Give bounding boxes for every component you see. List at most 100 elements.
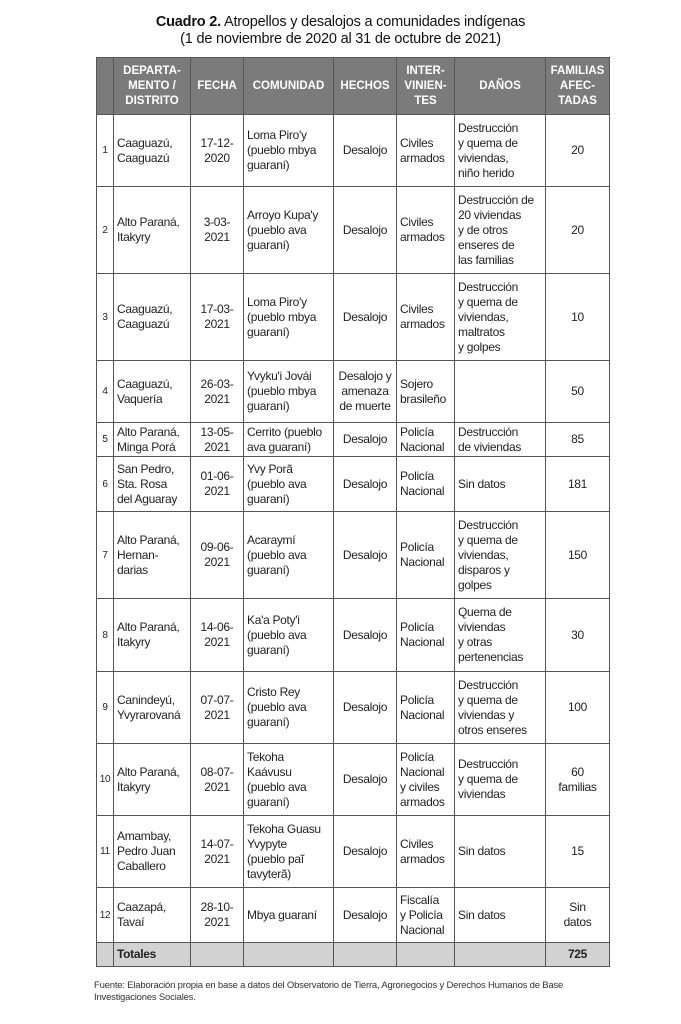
total-fecha <box>190 942 244 967</box>
cell-fecha: 28-10- 2021 <box>190 887 244 943</box>
cell-row-number: 11 <box>96 815 114 888</box>
cell-row-number: 7 <box>96 511 114 599</box>
total-danos <box>454 942 546 967</box>
header-row: DEPARTA- MENTO / DISTRITO FECHA COMUNIDAD H… <box>96 57 610 115</box>
cell-danos: Destrucción de viviendas <box>454 422 546 457</box>
cell-row-number: 3 <box>96 273 114 361</box>
cell-comunidad: Mbya guaraní <box>243 887 334 943</box>
cell-familias: 150 <box>545 511 610 599</box>
cell-intervinientes: Policía Nacional <box>396 422 455 457</box>
cell-fecha: 01-06- 2021 <box>190 456 244 512</box>
header-familias: FAMILIAS AFEC- TADAS <box>545 57 610 115</box>
source-note: Fuente: Elaboración propia en base a dat… <box>94 980 564 1003</box>
cell-familias: 181 <box>545 456 610 512</box>
cell-intervinientes: Civiles armados <box>396 815 455 888</box>
cell-familias: 20 <box>545 186 610 274</box>
cell-fecha: 17-03- 2021 <box>190 273 244 361</box>
incidents-table: DEPARTA- MENTO / DISTRITO FECHA COMUNIDAD H… <box>96 57 610 967</box>
table-row: 6 San Pedro, Sta. Rosa del Aguaray 01-06- … <box>96 456 610 512</box>
table-row: 4 Caaguazú, Vaquería 26-03- 2021 Yvyku'i Jo… <box>96 360 610 423</box>
total-comunidad <box>243 942 334 967</box>
cell-danos: Sin datos <box>454 456 546 512</box>
cell-departamento: Alto Paraná, Itakyry <box>113 598 191 672</box>
total-hechos <box>333 942 397 967</box>
table-row: 3 Caaguazú, Caaguazú 17-03- 2021 Loma Piro'… <box>96 273 610 361</box>
cell-hechos: Desalojo <box>333 114 397 187</box>
cell-danos: Quema de viviendas y otras pertenencias <box>454 598 546 672</box>
cell-departamento: Caaguazú, Caaguazú <box>113 273 191 361</box>
cell-familias: 60 familias <box>545 743 610 816</box>
cell-hechos: Desalojo <box>333 671 397 744</box>
cell-familias: 50 <box>545 360 610 423</box>
cell-departamento: Alto Paraná, Itakyry <box>113 186 191 274</box>
cell-familias: Sin datos <box>545 887 610 943</box>
cell-familias: 10 <box>545 273 610 361</box>
cell-comunidad: Acaraymí (pueblo ava guaraní) <box>243 511 334 599</box>
cell-danos: Sin datos <box>454 887 546 943</box>
cell-row-number: 5 <box>96 422 114 457</box>
cell-comunidad: Cristo Rey (pueblo ava guaraní) <box>243 671 334 744</box>
cell-fecha: 17-12- 2020 <box>190 114 244 187</box>
total-familias: 725 <box>545 942 610 967</box>
cell-danos <box>454 360 546 423</box>
cell-fecha: 08-07- 2021 <box>190 743 244 816</box>
cell-comunidad: Yvyku'i Jovái (pueblo mbya guaraní) <box>243 360 334 423</box>
cell-departamento: Caaguazú, Vaquería <box>113 360 191 423</box>
header-hechos: HECHOS <box>333 57 397 115</box>
header-row-number <box>96 57 114 115</box>
cell-intervinientes: Fiscalía y Policía Nacional <box>396 887 455 943</box>
cell-intervinientes: Sojero brasileño <box>396 360 455 423</box>
cell-row-number: 10 <box>96 743 114 816</box>
cell-fecha: 14-06- 2021 <box>190 598 244 672</box>
table-row: 8 Alto Paraná, Itakyry 14-06- 2021 Ka'a Pot… <box>96 598 610 672</box>
cell-intervinientes: Policía Nacional <box>396 598 455 672</box>
cell-fecha: 14-07- 2021 <box>190 815 244 888</box>
cell-row-number: 12 <box>96 887 114 943</box>
total-intervinientes <box>396 942 455 967</box>
cell-hechos: Desalojo <box>333 598 397 672</box>
cell-fecha: 13-05- 2021 <box>190 422 244 457</box>
cell-hechos: Desalojo <box>333 511 397 599</box>
cell-comunidad: Cerrito (pueblo ava guaraní) <box>243 422 334 457</box>
table-row: 11 Amambay, Pedro Juan Caballero 14-07- 20… <box>96 815 610 888</box>
cell-familias: 20 <box>545 114 610 187</box>
cell-comunidad: Yvy Porã (pueblo ava guaraní) <box>243 456 334 512</box>
cell-departamento: Alto Paraná, Itakyry <box>113 743 191 816</box>
header-fecha: FECHA <box>190 57 244 115</box>
header-departamento: DEPARTA- MENTO / DISTRITO <box>113 57 191 115</box>
table-row: 12 Caazapá, Tavaí 28-10- 2021 Mbya guaraní D… <box>96 887 610 943</box>
table-row: 9 Canindeyú, Yvyrarovaná 07-07- 2021 Cristo… <box>96 671 610 744</box>
header-danos: DAÑOS <box>454 57 546 115</box>
cell-comunidad: Loma Piro'y (pueblo mbya guaraní) <box>243 114 334 187</box>
cell-comunidad: Tekoha Guasu Yvypyte (pueblo paĩ tavyter… <box>243 815 334 888</box>
cell-comunidad: Tekoha Kaávusu (pueblo ava guaraní) <box>243 743 334 816</box>
total-departamento: Totales <box>113 942 191 967</box>
cell-hechos: Desalojo <box>333 456 397 512</box>
cell-hechos: Desalojo <box>333 743 397 816</box>
cell-hechos: Desalojo <box>333 422 397 457</box>
cell-departamento: Canindeyú, Yvyrarovaná <box>113 671 191 744</box>
table-row: 5 Alto Paraná, Minga Porá 13-05- 2021 Cerri… <box>96 422 610 457</box>
cell-familias: 85 <box>545 422 610 457</box>
cell-departamento: Alto Paraná, Minga Porá <box>113 422 191 457</box>
cell-fecha: 26-03- 2021 <box>190 360 244 423</box>
cell-departamento: Alto Paraná, Hernan- darias <box>113 511 191 599</box>
cell-departamento: Amambay, Pedro Juan Caballero <box>113 815 191 888</box>
cell-intervinientes: Policía Nacional <box>396 456 455 512</box>
cell-danos: Sin datos <box>454 815 546 888</box>
cell-hechos: Desalojo <box>333 887 397 943</box>
cell-intervinientes: Policía Nacional <box>396 671 455 744</box>
cell-row-number: 4 <box>96 360 114 423</box>
cell-familias: 15 <box>545 815 610 888</box>
cell-intervinientes: Civiles armados <box>396 273 455 361</box>
cell-danos: Destrucción y quema de viviendas y otros… <box>454 671 546 744</box>
cell-hechos: Desalojo y amenaza de muerte <box>333 360 397 423</box>
table-row: 1 Caaguazú, Caaguazú 17-12- 2020 Loma Piro'… <box>96 114 610 187</box>
cell-departamento: San Pedro, Sta. Rosa del Aguaray <box>113 456 191 512</box>
cell-hechos: Desalojo <box>333 273 397 361</box>
cell-hechos: Desalojo <box>333 815 397 888</box>
cell-departamento: Caaguazú, Caaguazú <box>113 114 191 187</box>
cell-intervinientes: Civiles armados <box>396 114 455 187</box>
cell-danos: Destrucción y quema de viviendas, niño h… <box>454 114 546 187</box>
table-row: 7 Alto Paraná, Hernan- darias 09-06- 2021 A… <box>96 511 610 599</box>
